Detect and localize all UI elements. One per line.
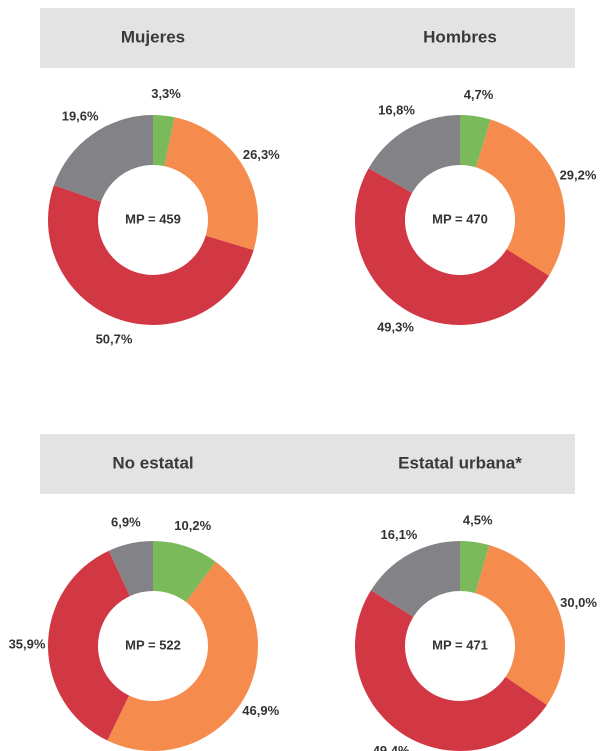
donut-slice xyxy=(368,115,460,193)
donut-slice xyxy=(460,541,490,594)
donut-slice xyxy=(108,541,153,597)
donut-slice xyxy=(107,561,258,751)
donut-slice xyxy=(164,117,258,251)
data-label: 49,3% xyxy=(377,320,414,335)
data-label: 30,0% xyxy=(560,595,597,610)
data-label: 3,3% xyxy=(151,86,181,101)
chart-title: Estatal urbana* xyxy=(398,453,522,472)
center-label: MP = 459 xyxy=(125,211,181,226)
data-label: 29,2% xyxy=(560,167,597,182)
data-label: 46,9% xyxy=(242,703,279,718)
header-bar xyxy=(40,434,575,494)
chart-title: Hombres xyxy=(423,27,497,46)
data-label: 6,9% xyxy=(111,514,141,529)
chart-title: Mujeres xyxy=(121,27,185,46)
donut-slice xyxy=(354,168,550,326)
center-label: MP = 470 xyxy=(432,211,488,226)
data-label: 4,7% xyxy=(464,87,494,102)
header-bar xyxy=(40,8,575,68)
donut-slice xyxy=(153,541,216,602)
donut-slice xyxy=(48,185,254,325)
donut-slice xyxy=(460,115,491,168)
data-label: 49,4% xyxy=(373,743,410,751)
donut-slice xyxy=(153,115,175,167)
data-label: 16,1% xyxy=(381,527,418,542)
donut-slice xyxy=(355,590,547,751)
data-label: 35,9% xyxy=(9,636,46,651)
donut-slice xyxy=(53,115,153,202)
data-label: 4,5% xyxy=(463,513,493,528)
donut-slice xyxy=(48,550,130,741)
donut-slice xyxy=(476,119,566,276)
donut-slice xyxy=(475,545,565,706)
center-label: MP = 471 xyxy=(432,637,488,652)
data-label: 16,8% xyxy=(378,103,415,118)
chart-title: No estatal xyxy=(112,453,193,472)
data-label: 10,2% xyxy=(174,518,211,533)
donut-slice xyxy=(370,541,460,617)
center-label: MP = 522 xyxy=(125,637,181,652)
data-label: 19,6% xyxy=(62,109,99,124)
data-label: 26,3% xyxy=(243,147,280,162)
data-label: 50,7% xyxy=(96,331,133,346)
